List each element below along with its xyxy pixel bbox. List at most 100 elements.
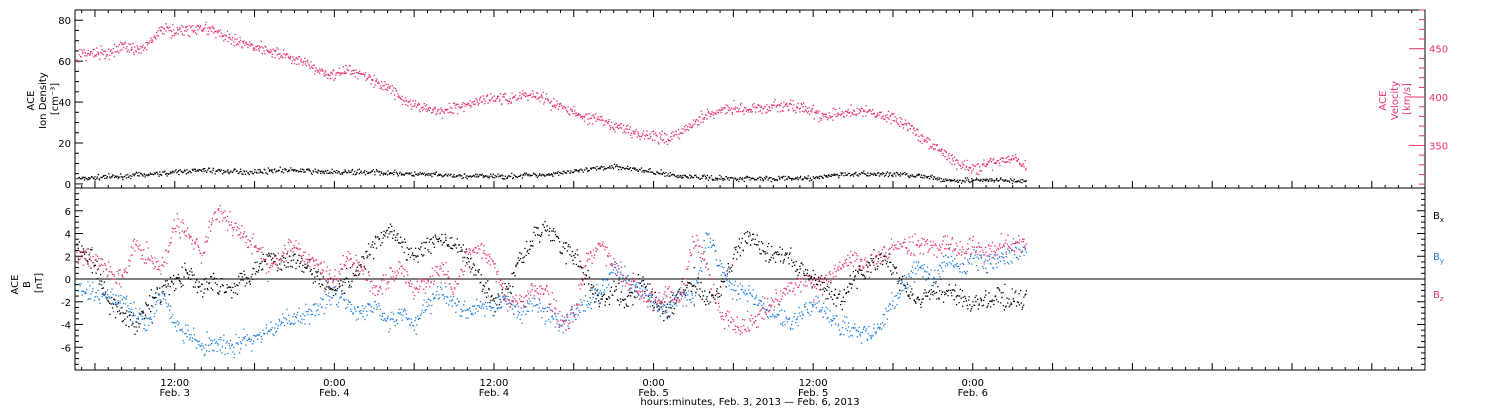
data-point [656,306,658,308]
data-point [777,251,779,253]
data-point [674,133,676,136]
data-point [589,297,591,299]
data-point [398,308,400,310]
data-point [606,287,608,289]
data-point [470,258,472,260]
data-point [885,174,887,176]
data-point [98,298,100,301]
data-point [1025,180,1027,183]
data-point [1005,179,1007,181]
velocity-axis-label[interactable]: ACE Velocity [km/s] [1378,78,1413,120]
velocity-axis-label-line1: ACE [1378,91,1389,111]
data-point [129,175,131,177]
data-point [513,96,515,98]
data-point [837,293,840,296]
data-point [575,170,577,172]
data-point [219,349,221,351]
data-point [551,316,553,318]
data-point [914,176,917,178]
data-point [729,109,731,111]
data-point [366,314,368,316]
data-point [220,169,223,171]
data-point [248,337,250,339]
data-point [725,286,727,288]
data-point [437,175,439,177]
data-point [982,178,984,180]
data-point [878,253,880,255]
data-point [385,230,388,232]
data-point [82,51,84,53]
data-point [876,172,879,174]
data-point [536,92,538,94]
data-point [490,295,492,298]
data-point [390,92,392,94]
data-point [445,302,448,304]
data-point [412,174,414,176]
data-point [899,173,901,176]
data-point [1016,301,1019,303]
data-point [608,297,611,299]
data-point [402,103,404,106]
data-point [410,247,412,249]
data-point [403,100,405,102]
data-point [202,30,204,32]
data-point [735,248,737,251]
data-point [882,172,884,174]
data-point [1022,178,1024,181]
data-point [114,303,116,305]
data-point [777,111,779,113]
data-point [909,297,911,299]
data-point [123,47,125,49]
data-point [554,326,556,328]
data-point [521,322,523,324]
data-point [258,269,260,272]
data-point [894,267,896,269]
data-point [926,141,928,143]
data-point [620,122,622,125]
data-point [430,238,433,240]
data-point [232,291,235,294]
data-point [588,276,591,279]
data-point [383,172,385,174]
data-point [879,253,882,256]
density-tick-label: 60 [58,57,71,68]
data-point [548,173,550,175]
data-point [146,317,148,320]
data-point [824,116,826,118]
data-point [951,179,953,181]
data-point [125,48,127,50]
data-point [294,253,296,255]
data-point [255,46,257,48]
data-point [393,94,396,96]
data-point [123,312,125,315]
data-point [156,287,158,289]
data-point [857,175,860,177]
data-point [993,179,995,181]
data-point [881,116,883,118]
data-point [420,314,422,316]
data-point [598,118,601,121]
data-point [354,308,356,310]
data-point [305,65,308,67]
data-point [244,44,246,46]
data-point [469,271,472,273]
data-point [927,295,929,297]
data-point [455,311,457,313]
data-point [296,314,298,316]
data-point [225,342,227,344]
data-point [628,294,630,297]
data-point [468,261,470,263]
data-point [626,295,629,297]
data-point [554,234,557,236]
field-tick-label: 4 [65,230,71,241]
data-point [358,310,361,312]
data-point [652,130,655,132]
data-point [592,167,595,169]
data-point [312,64,314,66]
data-point [663,138,665,141]
data-point [233,41,235,43]
data-point [384,173,386,175]
data-point [611,165,613,167]
data-point [229,345,231,347]
